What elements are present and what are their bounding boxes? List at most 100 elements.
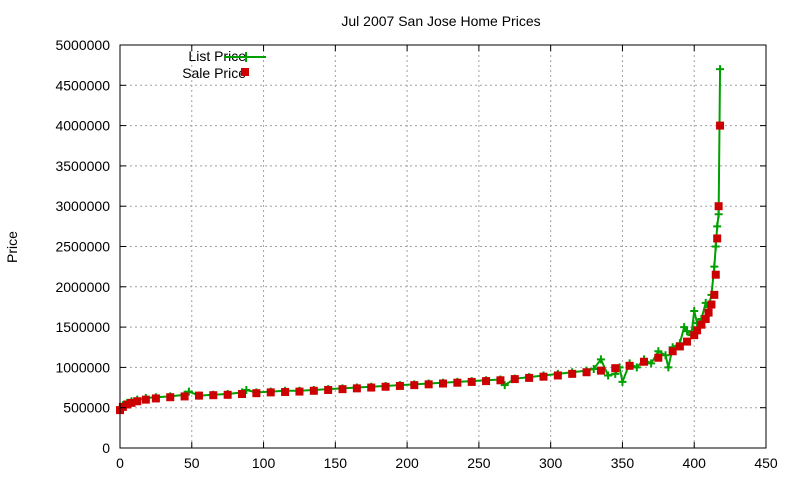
- sale-price-point: [707, 300, 716, 309]
- sale-price-point: [151, 394, 160, 403]
- sale-price-point: [683, 337, 692, 346]
- y-tick-label: 1500000: [55, 319, 110, 335]
- sale-price-point: [141, 395, 150, 404]
- y-tick-label: 1000000: [55, 359, 110, 375]
- sale-price-point: [568, 369, 577, 378]
- sale-price-point: [496, 376, 505, 385]
- sale-price-point: [690, 331, 699, 340]
- sale-price-point: [381, 382, 390, 391]
- list-price-point: [710, 262, 719, 271]
- legend-label-list-price: List Price: [188, 48, 246, 64]
- sale-price-point: [625, 361, 634, 370]
- legend-marker-list-price: [241, 52, 251, 62]
- sale-price-point: [714, 202, 723, 211]
- list-price-point: [184, 387, 193, 396]
- sale-price-point: [424, 380, 433, 389]
- sale-price-point: [553, 371, 562, 380]
- y-tick-label: 3500000: [55, 158, 110, 174]
- list-price-point: [713, 222, 722, 231]
- y-tick-label: 0: [102, 440, 110, 456]
- sale-price-point: [539, 372, 548, 381]
- sale-price-point: [482, 377, 491, 386]
- list-price-point: [596, 355, 605, 364]
- sale-price-point: [668, 347, 677, 356]
- sale-price-point: [127, 398, 136, 407]
- sale-price-point: [439, 379, 447, 388]
- x-tick-label: 350: [611, 455, 635, 471]
- y-tick-label: 5000000: [55, 37, 110, 53]
- sale-price-point: [309, 386, 318, 395]
- y-tick-label: 3000000: [55, 198, 110, 214]
- sale-price-point: [238, 389, 247, 398]
- y-tick-label: 4500000: [55, 77, 110, 93]
- sale-price-point: [596, 366, 605, 375]
- sale-price-point: [133, 397, 142, 406]
- y-tick-label: 500000: [63, 400, 110, 416]
- sale-price-point: [675, 342, 684, 351]
- plot-frame: [119, 44, 767, 449]
- sale-price-point: [704, 308, 713, 317]
- list-price-point: [664, 363, 673, 372]
- list-price-point: [690, 306, 699, 315]
- sale-price-point: [123, 400, 132, 409]
- sale-price-point: [209, 391, 218, 400]
- sale-price-point: [166, 393, 175, 402]
- sale-price-point: [266, 388, 275, 397]
- chart-title: Jul 2007 San Jose Home Prices: [341, 13, 540, 29]
- sale-price-point: [453, 378, 462, 387]
- sale-price-point: [410, 381, 419, 390]
- list-price-point: [680, 323, 689, 332]
- legend-label-sale-price: Sale Price: [182, 65, 246, 81]
- sale-price-point: [338, 385, 347, 394]
- sale-price-point: [223, 390, 232, 399]
- sale-price-point: [639, 357, 648, 366]
- list-price-point: [683, 327, 692, 336]
- sale-price-point: [180, 392, 189, 401]
- legend-marker-sale-price: [241, 68, 249, 76]
- sale-price-point: [710, 290, 719, 299]
- x-tick-label: 150: [324, 455, 348, 471]
- list-price-line: [119, 69, 722, 410]
- x-tick-label: 100: [252, 455, 276, 471]
- list-price-point: [647, 359, 656, 368]
- sale-price-point: [582, 368, 591, 377]
- data-series: [116, 65, 725, 415]
- sale-price-point: [118, 402, 127, 411]
- list-price-point: [632, 363, 641, 372]
- list-price-point: [661, 351, 670, 360]
- sale-price-point: [693, 326, 702, 335]
- x-tick-label: 200: [395, 455, 419, 471]
- legend: List Price Sale Price: [182, 48, 266, 81]
- sale-price-point: [295, 387, 304, 396]
- list-price-point: [242, 385, 251, 394]
- y-tick-label: 2000000: [55, 279, 110, 295]
- y-tick-label: 2500000: [55, 239, 110, 255]
- sale-price-point: [701, 315, 710, 324]
- list-price-point: [618, 377, 627, 386]
- sale-price-point: [525, 373, 534, 382]
- y-axis-label: Price: [4, 231, 20, 263]
- sale-price-point: [281, 387, 290, 396]
- x-tick-label: 0: [116, 455, 124, 471]
- list-price-point: [714, 210, 723, 219]
- x-tick-label: 250: [467, 455, 491, 471]
- list-price-point: [500, 381, 509, 390]
- sale-price-point: [367, 383, 376, 392]
- sale-price-point: [510, 375, 519, 384]
- y-tick-label: 4000000: [55, 118, 110, 134]
- x-tick-label: 50: [184, 455, 200, 471]
- list-price-point: [604, 371, 613, 380]
- sale-price-point: [697, 320, 706, 329]
- list-price-point: [589, 365, 598, 374]
- sale-price-point: [324, 385, 333, 394]
- sale-price-point: [252, 389, 261, 398]
- list-price-point: [711, 242, 720, 251]
- list-price-point: [716, 65, 725, 74]
- sale-price-point: [352, 384, 361, 393]
- sale-price-point: [395, 381, 404, 390]
- grid-lines: [120, 45, 766, 448]
- x-tick-label: 400: [683, 455, 707, 471]
- x-tick-label: 450: [754, 455, 778, 471]
- sale-price-point: [713, 234, 722, 243]
